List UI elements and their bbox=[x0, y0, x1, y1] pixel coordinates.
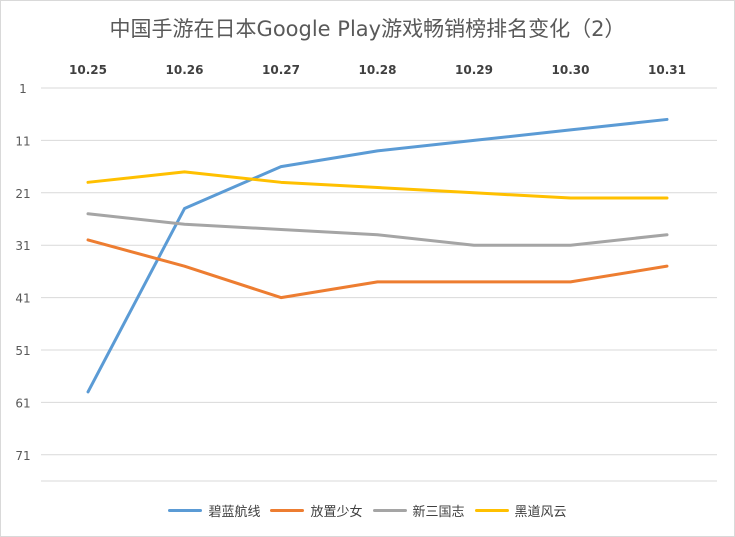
legend-item-3: 黑道风云 bbox=[474, 501, 567, 520]
series-line-2 bbox=[86, 212, 669, 247]
series-line-1 bbox=[86, 238, 669, 300]
y-tick-label-7: 71 bbox=[15, 449, 30, 463]
legend-swatch-2 bbox=[372, 509, 407, 512]
y-tick-label-3: 31 bbox=[15, 239, 30, 253]
y-tick-label-4: 41 bbox=[15, 292, 30, 306]
y-tick-label-5: 51 bbox=[15, 344, 30, 358]
legend-label-3: 黑道风云 bbox=[514, 505, 567, 520]
chart-title: 中国手游在日本Google Play游戏畅销榜排名变化（2） bbox=[109, 17, 626, 41]
legend-swatch-1 bbox=[270, 509, 305, 512]
legend-swatch-3 bbox=[474, 509, 509, 512]
legend: 碧蓝航线 放置少女 新三国志 黑道风云 bbox=[1, 501, 734, 520]
legend-label-1: 放置少女 bbox=[310, 505, 363, 520]
series-line-3 bbox=[86, 170, 669, 200]
y-tick-label-2: 21 bbox=[15, 187, 30, 201]
legend-item-1: 放置少女 bbox=[270, 501, 363, 520]
y-tick-label-1: 11 bbox=[15, 134, 30, 148]
legend-label-0: 碧蓝航线 bbox=[208, 505, 261, 520]
x-tick-label-6: 10.31 bbox=[648, 63, 686, 77]
x-tick-label-3: 10.28 bbox=[359, 63, 397, 77]
legend-label-2: 新三国志 bbox=[412, 505, 465, 520]
x-tick-label-0: 10.25 bbox=[69, 63, 107, 77]
x-tick-label-4: 10.29 bbox=[455, 63, 493, 77]
legend-item-2: 新三国志 bbox=[372, 501, 465, 520]
y-tick-label-0: 1 bbox=[19, 82, 27, 96]
legend-swatch-0 bbox=[168, 509, 203, 512]
y-tick-label-6: 61 bbox=[15, 396, 30, 410]
series-line-0 bbox=[86, 117, 669, 394]
x-tick-label-2: 10.27 bbox=[262, 63, 300, 77]
legend-item-0: 碧蓝航线 bbox=[168, 501, 260, 520]
x-tick-label-5: 10.30 bbox=[552, 63, 590, 77]
x-tick-label-1: 10.26 bbox=[166, 63, 204, 77]
